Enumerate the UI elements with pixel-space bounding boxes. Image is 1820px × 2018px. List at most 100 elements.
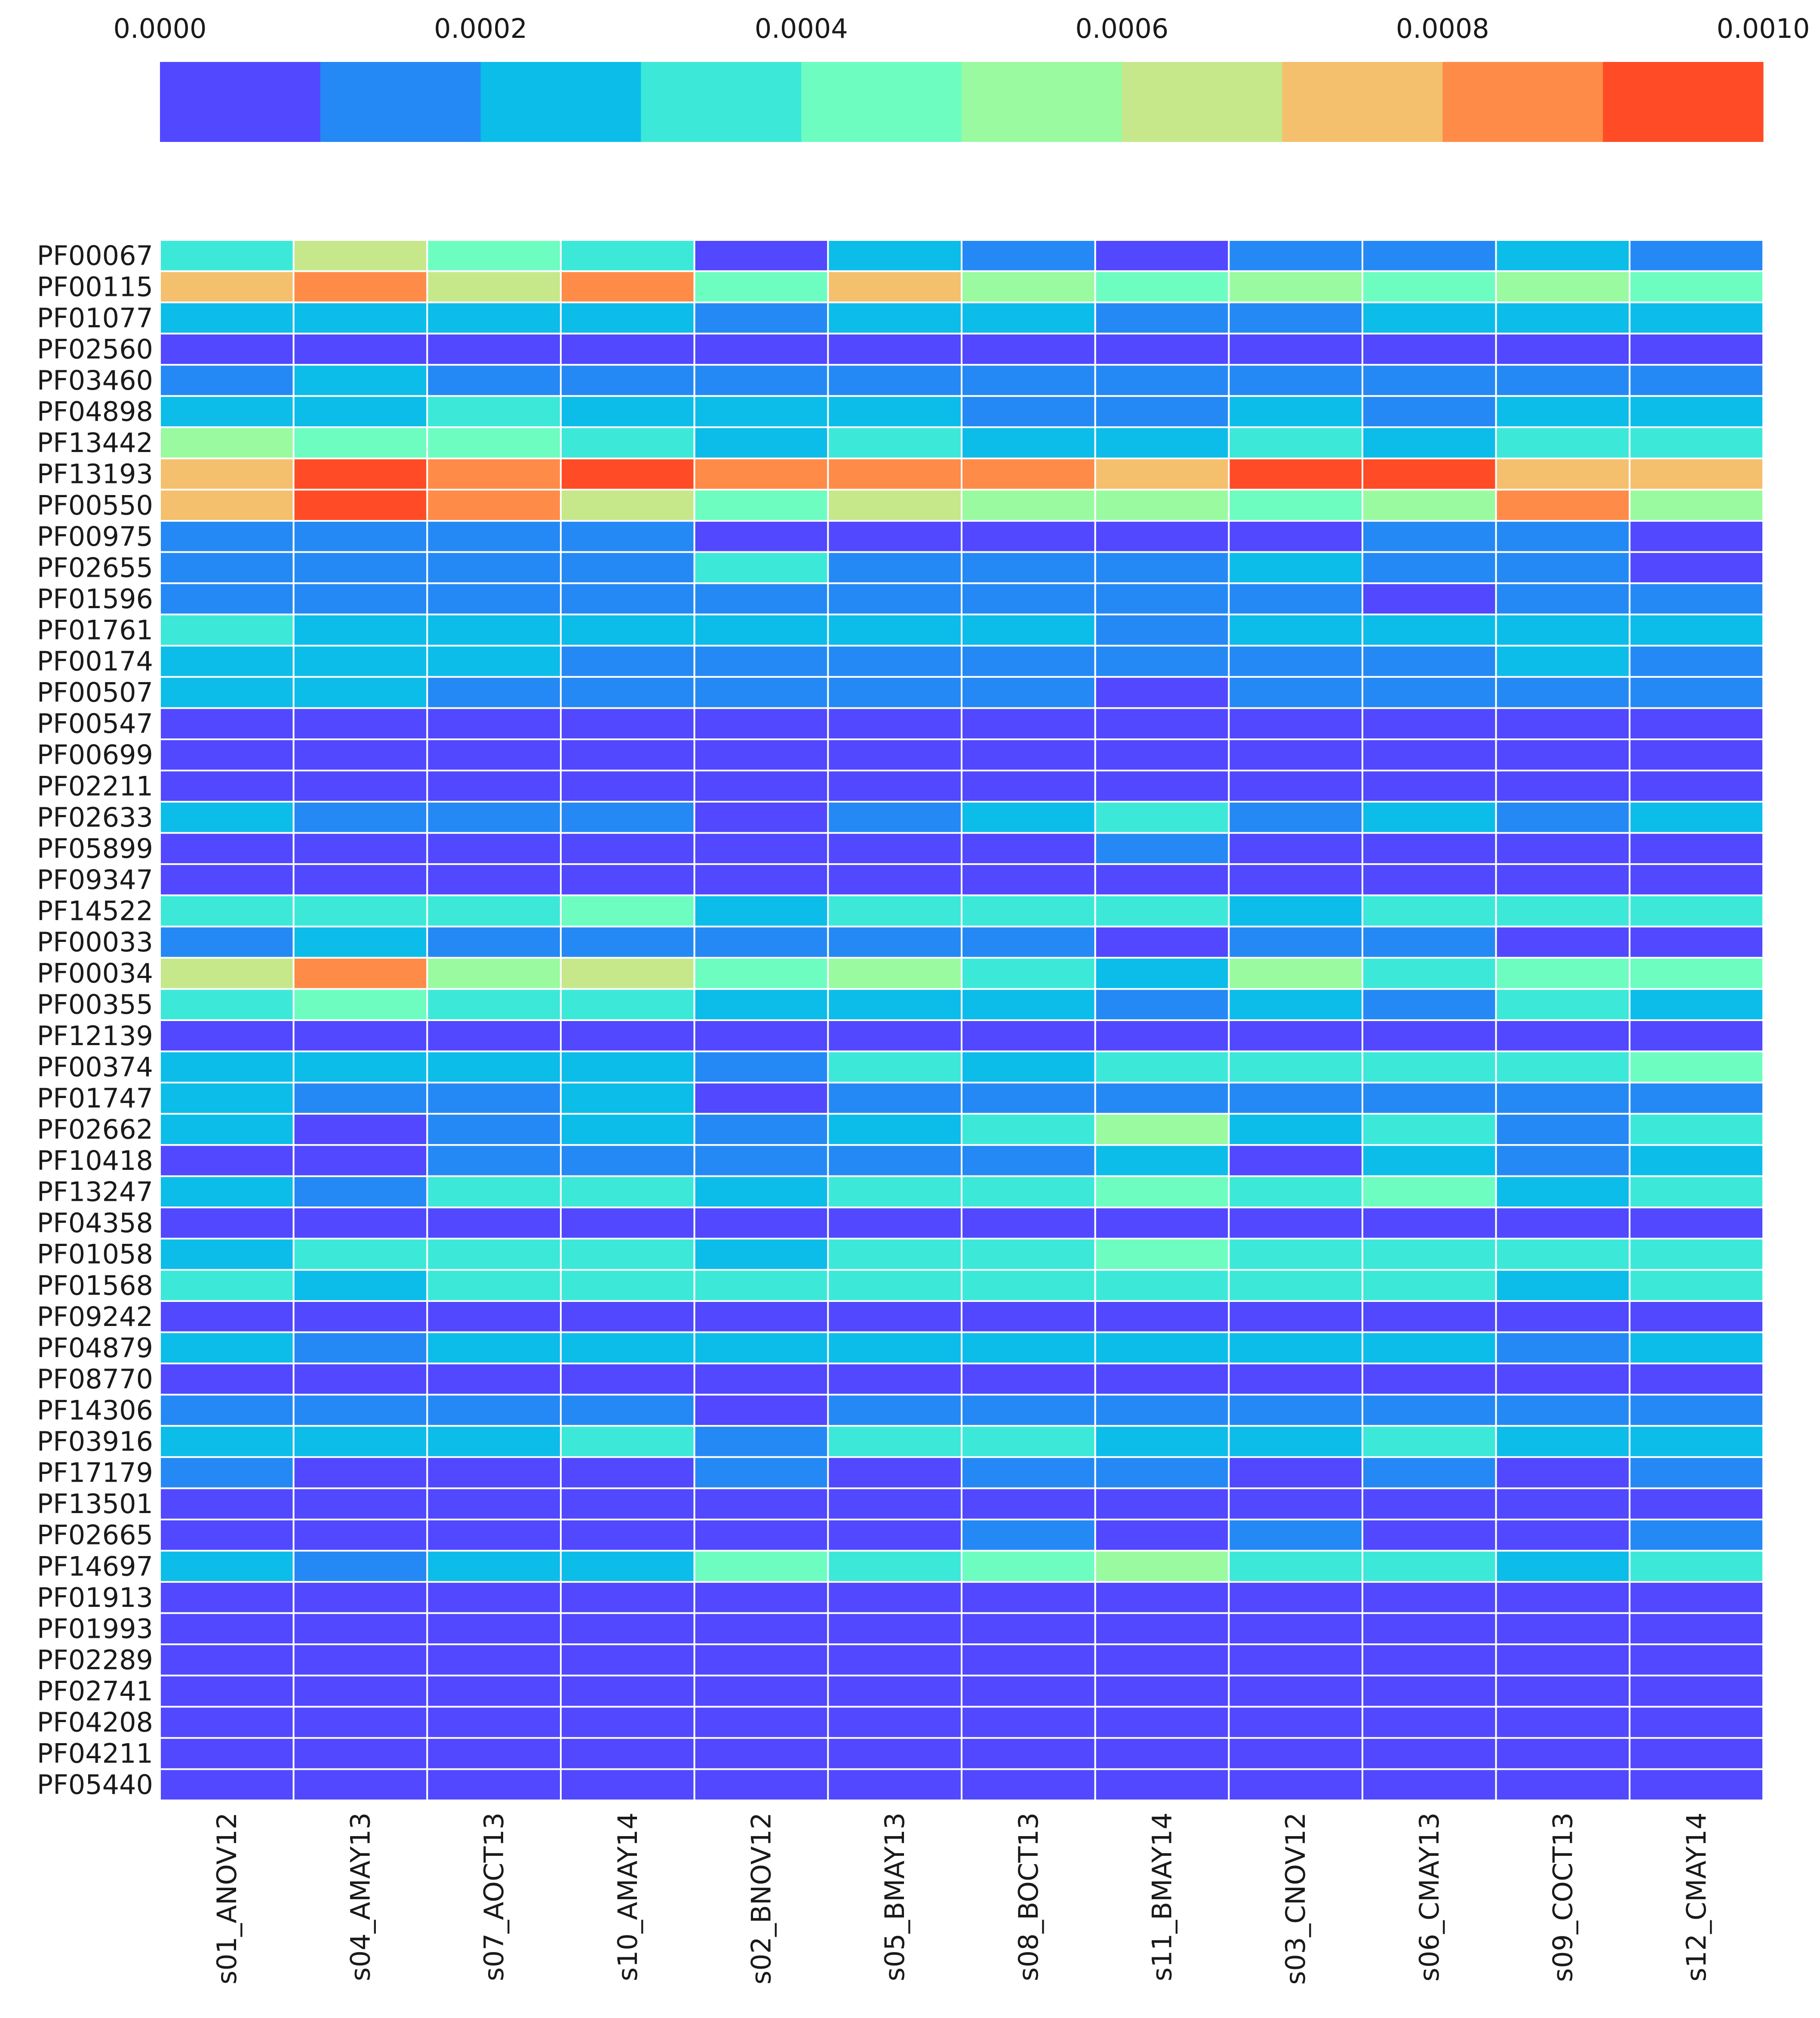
heatmap-cell: [426, 489, 562, 522]
heatmap-cell: [560, 1737, 695, 1770]
heatmap-cell: [1228, 489, 1363, 522]
heatmap-cell: [1362, 1487, 1497, 1520]
heatmap-cell: [1495, 457, 1631, 491]
heatmap-cell: [159, 707, 295, 740]
heatmap-cell: [560, 426, 695, 459]
heatmap-cell: [426, 1269, 562, 1302]
heatmap-cell: [1629, 1300, 1764, 1333]
column-label: s07_AOCT13: [478, 1812, 510, 1981]
heatmap-cell: [560, 1518, 695, 1552]
heatmap-cell: [1094, 582, 1230, 615]
heatmap-cell: [292, 332, 428, 366]
heatmap-cell: [1094, 301, 1230, 335]
heatmap-cell: [1495, 738, 1631, 772]
heatmap-cell: [1495, 957, 1631, 990]
heatmap-cell: [961, 1425, 1096, 1458]
row-label: PF01761: [37, 615, 153, 646]
heatmap-cell: [1362, 1363, 1497, 1396]
heatmap-cell: [1495, 1768, 1631, 1801]
heatmap-cell: [1094, 457, 1230, 491]
heatmap-cell: [1094, 1237, 1230, 1271]
heatmap-cell: [426, 364, 562, 397]
heatmap-cell: [560, 863, 695, 896]
heatmap-cell: [961, 332, 1096, 366]
heatmap-cell: [1495, 1456, 1631, 1489]
row-label: PF03916: [37, 1426, 153, 1457]
column-label: s06_CMAY13: [1414, 1812, 1445, 1981]
heatmap-cell: [1629, 364, 1764, 397]
heatmap-cell: [1228, 1019, 1363, 1052]
heatmap-cell: [1228, 1269, 1363, 1302]
heatmap-cell: [827, 1082, 963, 1115]
heatmap-cell: [827, 957, 963, 990]
heatmap-cell: [693, 926, 829, 959]
heatmap-cell: [1629, 1082, 1764, 1115]
heatmap-cell: [1094, 676, 1230, 709]
colorbar-bin: [320, 62, 481, 142]
heatmap-cell: [1094, 1269, 1230, 1302]
heatmap-cell: [426, 1144, 562, 1177]
heatmap-cell: [159, 489, 295, 522]
heatmap-cell: [1094, 894, 1230, 928]
heatmap-cell: [1362, 551, 1497, 584]
heatmap-cell: [961, 395, 1096, 428]
heatmap-cell: [961, 270, 1096, 304]
heatmap-cell: [1228, 395, 1363, 428]
heatmap-cell: [961, 1643, 1096, 1677]
heatmap-cell: [426, 988, 562, 1021]
heatmap-cell: [292, 1737, 428, 1770]
heatmap-cell: [1495, 988, 1631, 1021]
heatmap-cell: [426, 738, 562, 772]
heatmap-cell: [1362, 426, 1497, 459]
heatmap-cell: [292, 1363, 428, 1396]
heatmap-cell: [961, 1487, 1096, 1520]
heatmap-cell: [426, 832, 562, 865]
heatmap-cell: [159, 1643, 295, 1677]
heatmap-cell: [1362, 1144, 1497, 1177]
heatmap-cell: [159, 1144, 295, 1177]
heatmap-cell: [1362, 832, 1497, 865]
heatmap-cell: [961, 863, 1096, 896]
heatmap-cell: [1629, 613, 1764, 647]
heatmap-cell: [292, 1425, 428, 1458]
heatmap-cell: [1362, 1643, 1497, 1677]
heatmap-cell: [1629, 1518, 1764, 1552]
heatmap-cell: [1629, 801, 1764, 834]
heatmap-cell: [1495, 769, 1631, 803]
heatmap-cell: [292, 489, 428, 522]
heatmap-cell: [1094, 738, 1230, 772]
heatmap-cell: [693, 1674, 829, 1708]
heatmap-cell: [426, 1768, 562, 1801]
heatmap-cell: [1495, 1050, 1631, 1084]
heatmap-cell: [693, 395, 829, 428]
heatmap-cell: [426, 926, 562, 959]
heatmap-cell: [693, 1206, 829, 1240]
heatmap-cell: [1094, 1581, 1230, 1614]
heatmap-cell: [827, 1206, 963, 1240]
heatmap-cell: [292, 1269, 428, 1302]
heatmap-cell: [1228, 426, 1363, 459]
row-label: PF01568: [37, 1270, 153, 1301]
heatmap-cell: [1629, 489, 1764, 522]
heatmap-cell: [159, 1737, 295, 1770]
heatmap-cell: [1629, 707, 1764, 740]
heatmap-cell: [560, 1363, 695, 1396]
heatmap-cell: [827, 894, 963, 928]
heatmap-cell: [961, 1456, 1096, 1489]
heatmap-cell: [560, 1300, 695, 1333]
heatmap-cell: [1629, 1331, 1764, 1365]
heatmap-cell: [1228, 457, 1363, 491]
heatmap-cell: [961, 1175, 1096, 1209]
heatmap-cell: [292, 239, 428, 272]
heatmap-cell: [961, 1206, 1096, 1240]
heatmap-cell: [560, 364, 695, 397]
heatmap-cell: [1495, 301, 1631, 335]
heatmap-cell: [1629, 769, 1764, 803]
heatmap-cell: [1629, 1050, 1764, 1084]
heatmap-cell: [961, 1550, 1096, 1583]
heatmap-cell: [560, 1269, 695, 1302]
heatmap-cell: [827, 1363, 963, 1396]
heatmap-cell: [1094, 1768, 1230, 1801]
heatmap-cell: [292, 520, 428, 553]
